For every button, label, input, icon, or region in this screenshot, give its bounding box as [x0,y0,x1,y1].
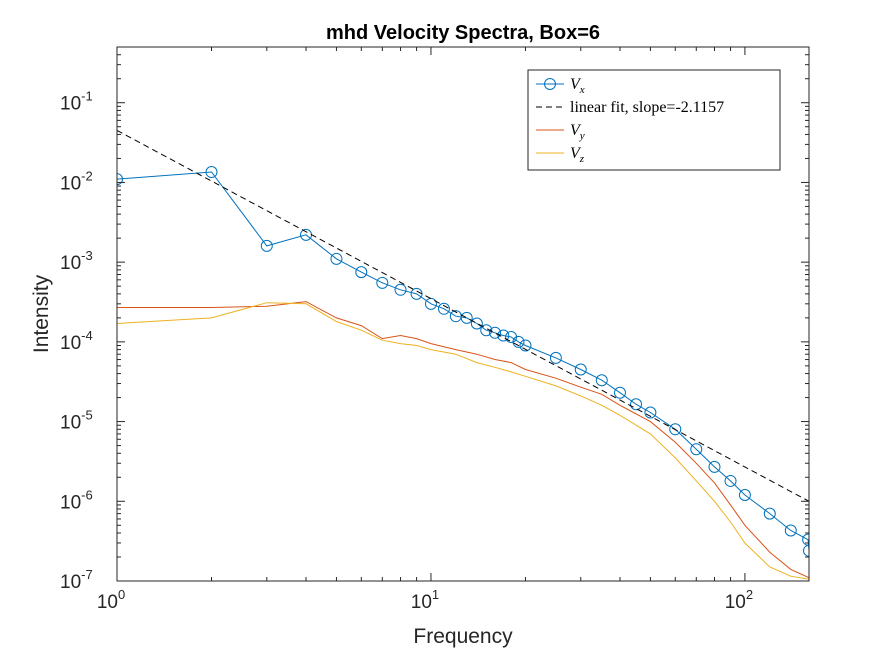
y-tick-exponent: -7 [81,567,93,582]
x-tick-exponent: 1 [432,587,439,602]
legend-label: linear fit, slope=-2.1157 [570,99,724,116]
series-point-vx [763,507,776,520]
legend-symbol: V [570,76,582,93]
y-tick-label: 10-7 [60,567,93,593]
series-point-vx [117,173,123,186]
y-tick-base: 10 [60,572,81,593]
chart-title: mhd Velocity Spectra, Box=6 [326,22,600,44]
y-tick-label: 10-5 [60,408,93,434]
y-tick-exponent: -2 [81,168,93,183]
series-line-2 [117,301,809,579]
y-tick-label: 10-4 [60,328,93,354]
x-tick-base: 10 [725,592,746,613]
series-point-vx [480,324,493,337]
y-tick-base: 10 [60,492,81,513]
series-point-vx [460,311,473,324]
series-point-vx [355,266,368,279]
legend-box [527,69,781,171]
y-tick-base: 10 [60,173,81,194]
y-tick-base: 10 [60,413,81,434]
series-point-vx [394,283,407,296]
y-tick-exponent: -3 [81,248,93,263]
legend-marker [544,78,556,90]
x-tick-label: 101 [411,587,439,613]
y-tick-exponent: -6 [81,487,93,502]
legend-label: Vy [570,122,585,142]
series-point-vx [738,488,751,501]
y-tick-label: 10-1 [60,89,93,115]
series-point-vx [803,544,809,557]
y-tick-exponent: -4 [81,328,93,343]
series-point-vx [497,329,510,342]
y-tick-exponent: -5 [81,408,93,423]
series-point-vx [549,351,562,364]
legend-subscript: z [579,153,585,165]
y-tick-base: 10 [60,94,81,115]
series-point-vx [489,326,502,339]
series-point-vx [470,317,483,330]
series-point-vx [630,398,643,411]
x-axis-label: Frequency [413,625,513,648]
x-tick-base: 10 [97,592,118,613]
series-line-1 [117,129,809,502]
y-tick-label: 10-2 [60,168,93,194]
series-point-vx [437,302,450,315]
series-point-vx [724,474,737,487]
legend-symbol: V [570,145,582,162]
axes-box [116,46,810,582]
y-tick-label: 10-3 [60,248,93,274]
x-tick-base: 10 [411,592,432,613]
y-tick-base: 10 [60,253,81,274]
series-point-vx [519,339,532,352]
series-point-vx [330,252,343,265]
x-tick-label: 100 [97,587,125,613]
y-tick-exponent: -1 [81,89,93,104]
series-point-vx [784,524,797,537]
legend-label: Vx [570,76,585,96]
series-point-vx [574,363,587,376]
series-point-vx [512,335,525,348]
series-point-vx [205,166,218,179]
y-tick-label: 10-6 [60,487,93,513]
series-point-vx [595,374,608,387]
series-point-vx [669,423,682,436]
y-axis-label: Intensity [30,274,53,353]
series-line-0 [117,171,809,551]
series-layer [117,129,809,580]
legend-subscript: y [579,130,585,142]
legend-subscript: x [579,84,585,96]
y-tick-base: 10 [60,333,81,354]
series-line-3 [117,302,809,580]
x-tick-label: 102 [725,587,753,613]
series-point-vx [410,287,423,300]
series-point-vx [708,460,721,473]
series-point-vx [376,276,389,289]
legend-label: Vz [570,145,585,165]
x-tick-exponent: 2 [746,587,753,602]
series-point-vx [424,297,437,310]
legend-symbol: V [570,122,582,139]
series-point-vx [644,406,657,419]
series-point-vx [690,443,703,456]
series-point-vx [613,386,626,399]
x-tick-exponent: 0 [118,587,125,602]
series-point-vx [260,239,273,252]
